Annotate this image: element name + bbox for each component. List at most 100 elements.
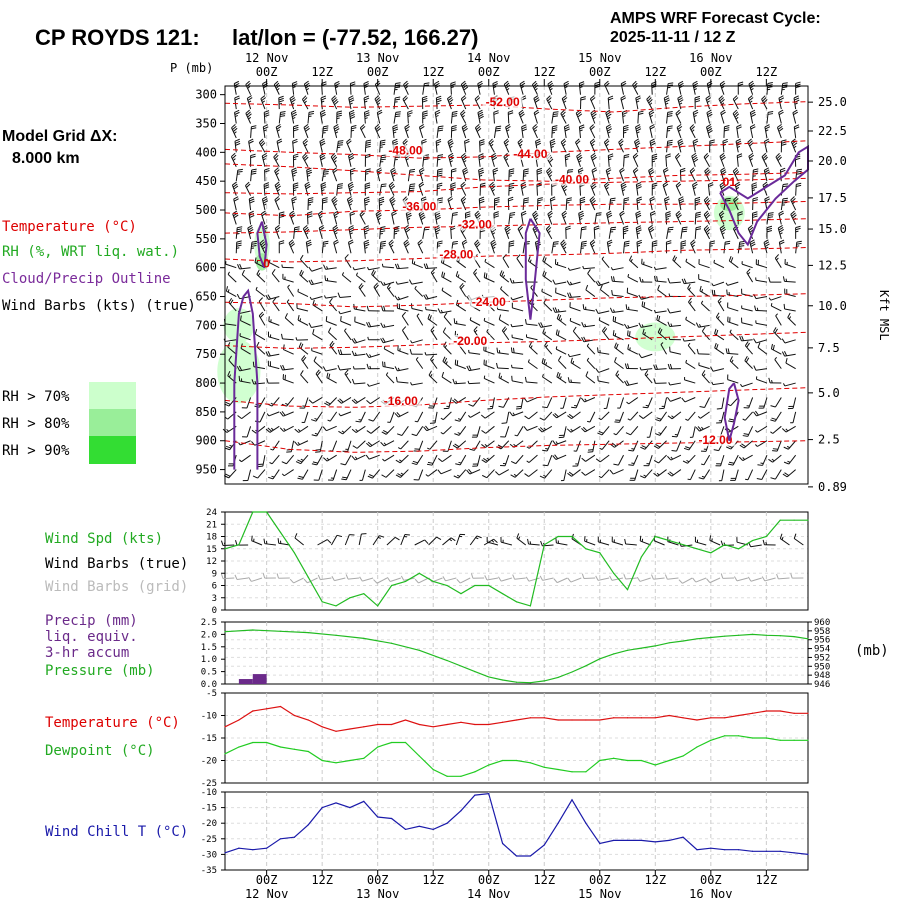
label-wind-speed: Wind Spd (kts) — [45, 531, 163, 547]
cs-wind-barb — [351, 397, 366, 404]
wind-speed-line-point — [432, 580, 434, 583]
cs-wind-barb — [761, 152, 768, 167]
cs-wind-barb — [770, 425, 782, 434]
cs-wind-barb — [453, 469, 467, 479]
label-temperature: Temperature (°C) — [45, 715, 180, 731]
cs-wind-barb — [323, 264, 337, 270]
cs-wind-barb — [695, 425, 710, 432]
wind-barb-grid — [776, 573, 790, 580]
cs-wind-barb — [336, 110, 343, 124]
cs-wind-barb — [653, 266, 667, 271]
cs-wind-barb — [781, 351, 796, 357]
cs-wind-barb — [753, 338, 768, 344]
cs-wind-barb — [311, 454, 323, 466]
wind-barb-true — [597, 536, 610, 546]
cs-wind-barb — [315, 440, 323, 453]
cs-wind-barb — [321, 125, 329, 138]
windchill-line-point — [626, 839, 629, 841]
cs-wind-barb — [493, 110, 499, 124]
cs-wind-barb — [542, 397, 553, 409]
cs-wind-barb — [508, 168, 515, 182]
temperature-contour-9 — [224, 387, 809, 408]
pressure-axis-tick-label: 954 — [814, 645, 830, 655]
cs-wind-barb — [469, 317, 481, 326]
cs-wind-barb — [466, 365, 481, 372]
cs-wind-barb — [292, 138, 298, 153]
cs-wind-barb — [235, 168, 243, 182]
cs-wind-barb — [461, 123, 468, 139]
contour-label-bg — [454, 218, 495, 231]
wind-barb-true — [344, 534, 355, 546]
cs-wind-barb — [653, 440, 667, 449]
cs-wind-barb — [296, 303, 309, 312]
temperature-line-point — [751, 712, 754, 714]
cs-wind-barb — [665, 211, 671, 225]
wind-barb-true — [584, 536, 596, 546]
cs-wind-barb — [441, 271, 452, 283]
cs-wind-barb — [380, 440, 395, 447]
cs-wind-barb — [755, 376, 768, 384]
cs-wind-barb — [781, 425, 796, 433]
cs-wind-barb — [629, 255, 639, 269]
cs-wind-barb — [692, 181, 698, 196]
windchill-line-point — [724, 849, 726, 851]
wind-barb-grid — [512, 574, 526, 580]
cs-wind-barb — [333, 239, 339, 254]
cs-wind-barb — [551, 241, 559, 254]
cs-wind-barb — [306, 211, 313, 225]
rh80-swatch — [89, 409, 136, 436]
cs-wind-barb — [564, 153, 571, 167]
windchill-line-point — [696, 849, 698, 851]
cs-wind-barb — [309, 296, 323, 300]
cs-wind-barb — [416, 313, 424, 326]
precip-bar — [252, 674, 267, 684]
cs-wind-barb — [728, 454, 739, 466]
cs-wind-barb — [635, 181, 642, 196]
cs-wind-barb — [614, 357, 624, 370]
cs-wind-barb — [653, 309, 667, 314]
label-wind-grid: Wind Barbs (grid) — [45, 579, 188, 595]
windchill-line-point — [252, 849, 254, 851]
cs-wind-barb — [635, 225, 642, 239]
cs-wind-barb — [395, 281, 409, 285]
cs-wind-barb — [300, 370, 309, 384]
cs-wind-barb — [687, 469, 696, 481]
cs-wind-barb — [605, 109, 612, 124]
cs-wind-barb — [551, 125, 558, 138]
wind-speed-line-point — [446, 584, 448, 587]
cs-wind-barb — [241, 397, 252, 409]
cs-wind-barb — [481, 440, 495, 448]
cs-wind-barb — [486, 328, 495, 341]
temperature-line-point — [557, 719, 559, 721]
cs-wind-barb — [783, 440, 797, 450]
cs-wind-barb — [291, 196, 297, 211]
cs-wind-barb — [397, 440, 409, 450]
height-tick-label: 7.5 — [818, 341, 840, 355]
wind-speed-line-point — [404, 580, 407, 583]
cs-wind-barb — [511, 364, 524, 370]
cs-wind-barb — [242, 469, 252, 482]
windchill-line-point — [293, 836, 296, 838]
cs-wind-barb — [344, 369, 352, 384]
wind-speed-line-point — [710, 552, 712, 554]
cs-wind-barb — [614, 342, 624, 355]
cs-wind-barb — [732, 109, 740, 124]
cs-wind-barb — [471, 426, 481, 438]
cs-wind-barb — [434, 210, 441, 225]
cs-wind-barb — [710, 366, 725, 372]
cs-wind-barb — [330, 153, 338, 167]
wind-speed-line-point — [640, 556, 643, 558]
temperature-line-point — [571, 719, 573, 721]
cs-wind-barb — [732, 167, 740, 182]
dewpoint-line-point — [793, 739, 795, 741]
wind-barb-true — [220, 540, 235, 547]
cs-wind-barb — [265, 351, 280, 357]
cs-wind-barb — [437, 308, 452, 314]
cs-wind-barb — [560, 239, 567, 254]
cs-wind-barb — [587, 269, 596, 283]
cs-wind-barb — [718, 469, 725, 482]
windchill-line-point — [571, 799, 573, 801]
cs-wind-barb — [265, 294, 280, 300]
wind-speed-line-point — [293, 552, 296, 554]
cycle-title: AMPS WRF Forecast Cycle: — [610, 10, 821, 27]
